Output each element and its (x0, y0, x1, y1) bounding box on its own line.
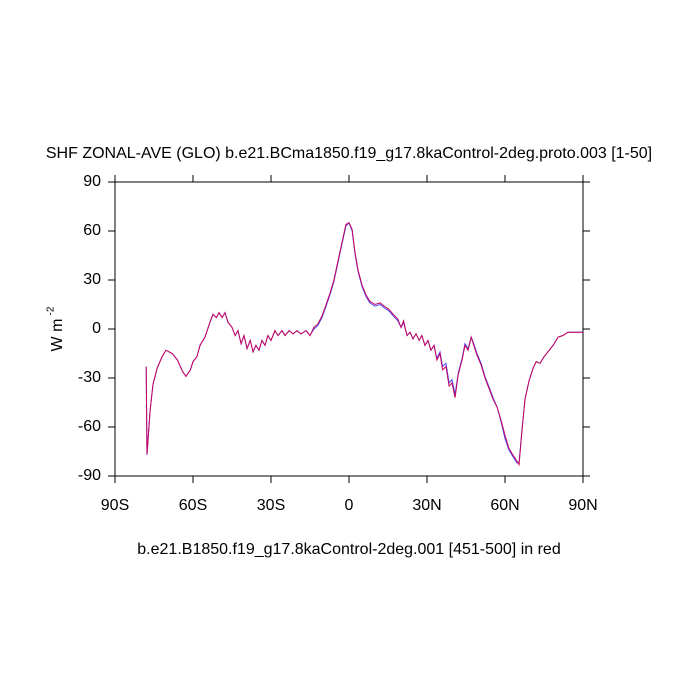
x-tick-label: 30N (412, 497, 441, 514)
y-tick-label: -90 (78, 467, 101, 484)
x-tick-label: 30S (257, 497, 285, 514)
y-axis-label-group: W m -2 (46, 306, 67, 351)
x-tick-label: 90S (101, 497, 129, 514)
y-tick-label: 30 (83, 271, 101, 288)
y-axis-label: W m (49, 319, 66, 352)
data-line (145, 221, 583, 464)
chart-title: SHF ZONAL-AVE (GLO) b.e21.BCma1850.f19_g… (46, 145, 652, 162)
x-tick-label: 60N (490, 497, 519, 514)
plot-frame (114, 181, 584, 477)
y-tick-label: -30 (78, 369, 101, 386)
y-tick-label: -60 (78, 418, 101, 435)
x-tick-label: 0 (345, 497, 354, 514)
data-line (145, 222, 583, 467)
y-tick-label: 60 (83, 222, 101, 239)
x-axis-label: b.e21.B1850.f19_g17.8kaControl-2deg.001 … (137, 541, 560, 558)
x-tick-label: 90N (568, 497, 597, 514)
x-tick-label: 60S (179, 497, 207, 514)
y-axis-label-superscript: -2 (46, 306, 57, 315)
y-tick-label: 0 (92, 320, 101, 337)
y-tick-label: 90 (83, 173, 101, 190)
